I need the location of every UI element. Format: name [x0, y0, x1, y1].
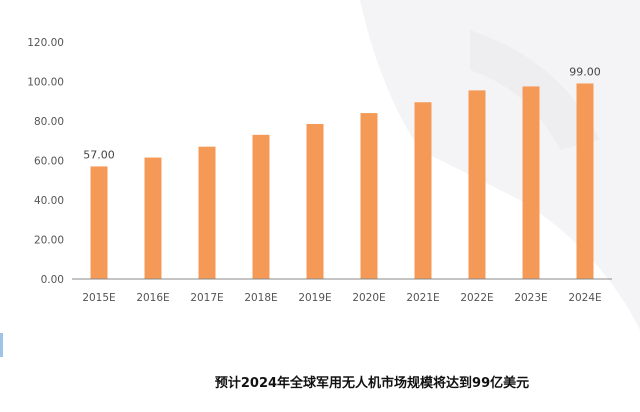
y-tick-label: 100.00	[27, 77, 64, 89]
bar-2017E	[198, 146, 216, 279]
x-axis: 2015E 2016E 2017E 2018E 2019E 2020E 2021E 2022E…	[82, 292, 601, 304]
bars	[90, 83, 594, 280]
data-label-2015E: 57.00	[83, 148, 115, 161]
y-tick-label: 20.00	[34, 235, 64, 247]
x-tick-label: 2016E	[136, 292, 169, 304]
x-tick-label: 2022E	[460, 292, 493, 304]
y-tick-label: 80.00	[34, 116, 64, 128]
bar-2018E	[252, 134, 270, 279]
x-tick-label: 2024E	[568, 292, 601, 304]
bar-2024E	[576, 83, 594, 279]
x-tick-label: 2019E	[298, 292, 331, 304]
y-tick-label: 120.00	[27, 37, 64, 49]
data-label-2024E: 99.00	[569, 65, 601, 78]
bar-2015E	[90, 166, 108, 279]
x-tick-label: 2017E	[190, 292, 223, 304]
chart-caption: 预计2024年全球军用无人机市场规模将达到99亿美元	[214, 376, 530, 391]
x-tick-label: 2015E	[82, 292, 115, 304]
bar-2020E	[360, 113, 378, 279]
data-labels: 57.00 99.00	[83, 65, 601, 161]
x-tick-label: 2018E	[244, 292, 277, 304]
x-tick-label: 2023E	[514, 292, 547, 304]
left-accent-bar	[0, 333, 3, 357]
bar-2023E	[522, 86, 540, 279]
y-tick-label: 0.00	[41, 274, 64, 286]
bar-2021E	[414, 102, 432, 279]
y-axis: 0.00 20.00 40.00 60.00 80.00 100.00 120.00	[27, 37, 64, 286]
y-tick-label: 60.00	[34, 156, 64, 168]
y-tick-label: 40.00	[34, 195, 64, 207]
x-tick-label: 2020E	[352, 292, 385, 304]
x-tick-label: 2021E	[406, 292, 439, 304]
watermark-shape	[360, 0, 640, 330]
bar-2016E	[144, 157, 162, 279]
bar-2019E	[306, 123, 324, 280]
bar-2022E	[468, 90, 486, 279]
